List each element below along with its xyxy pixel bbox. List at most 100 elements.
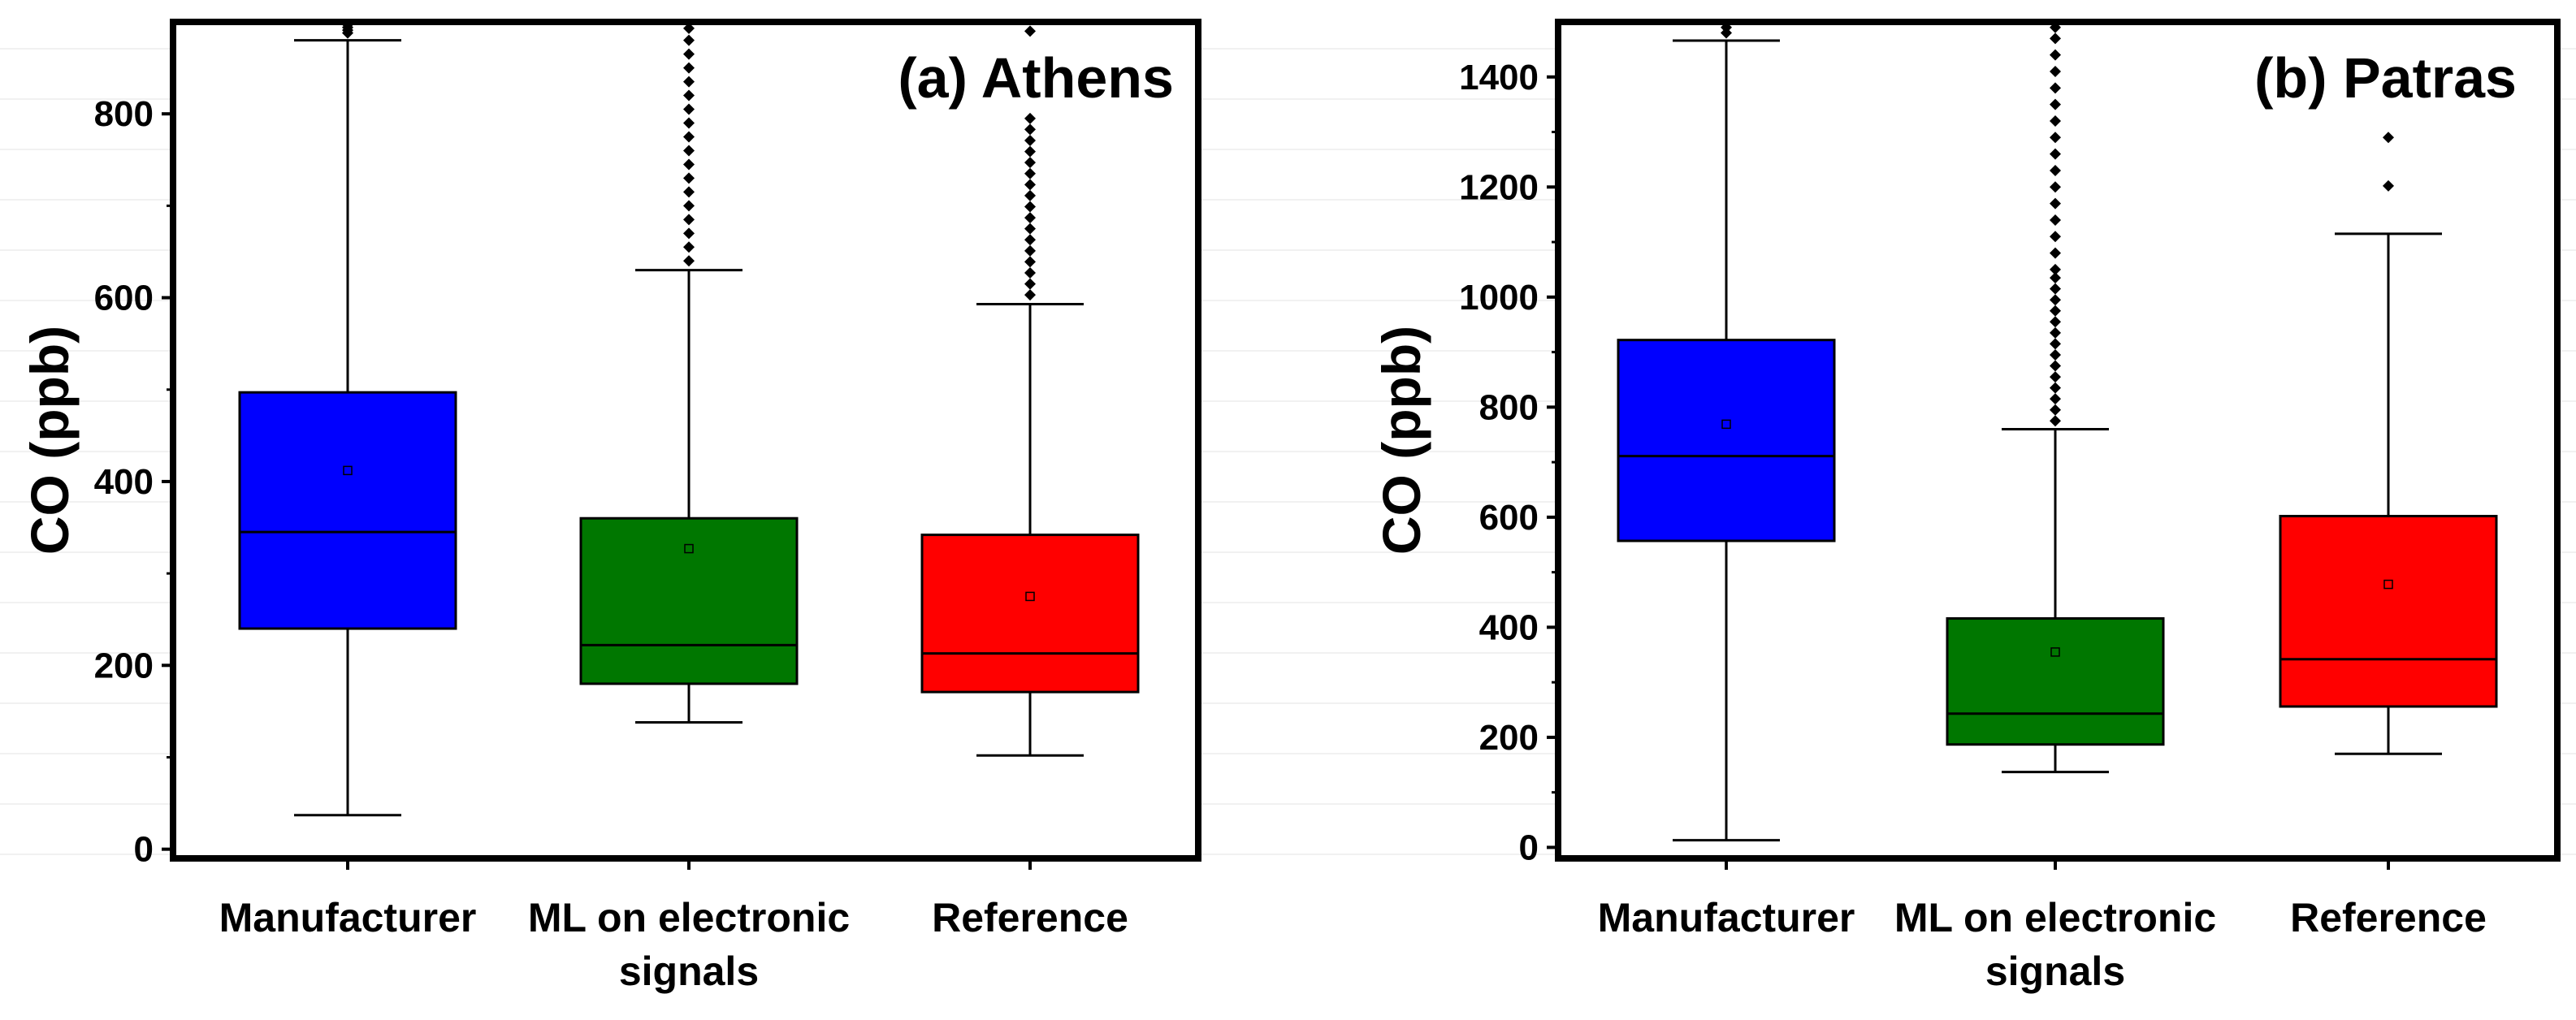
outlier-point [2050, 283, 2061, 295]
outlier-point [683, 158, 695, 171]
outlier-point [2050, 164, 2061, 176]
outlier-point [2050, 65, 2061, 77]
box-iqr [2279, 515, 2498, 708]
outlier-point [2050, 132, 2061, 144]
panel-title: (b) Patras [2254, 46, 2517, 110]
outlier-point [1024, 179, 1036, 191]
outlier-point [2050, 115, 2061, 127]
outlier-point [2050, 415, 2061, 427]
x-category-label-line: signals [1985, 949, 2125, 994]
outlier-point [683, 241, 695, 253]
outlier-point [683, 76, 695, 88]
outlier-point [1024, 135, 1036, 147]
box-ml-on-electronic-signals [579, 22, 799, 724]
outlier-point [2050, 305, 2061, 317]
y-tick-label: 400 [1479, 607, 1539, 647]
outlier-point [2050, 326, 2061, 339]
y-tick-label: 600 [1479, 498, 1539, 538]
outlier-point [2050, 181, 2061, 193]
box-iqr [238, 391, 457, 630]
outlier-point [683, 89, 695, 102]
x-category-label-line: ML on electronic [528, 895, 850, 940]
y-tick-label: 200 [94, 646, 154, 685]
outlier-point [2050, 98, 2061, 110]
y-tick-label: 200 [1479, 718, 1539, 758]
box-iqr [579, 516, 799, 685]
outlier-point [683, 22, 695, 34]
outlier-point [1024, 256, 1036, 268]
box-ml-on-electronic-signals [1946, 21, 2165, 774]
outlier-point [683, 117, 695, 129]
outlier-point [683, 131, 695, 143]
x-category-label: Manufacturer [219, 895, 477, 940]
outlier-point [683, 172, 695, 184]
outlier-point [2050, 393, 2061, 405]
outlier-point [683, 214, 695, 226]
outlier-point [2050, 197, 2061, 210]
mean-marker [684, 543, 694, 554]
outlier-point [2050, 272, 2061, 284]
box-iqr [1946, 617, 2165, 746]
x-category-label-line: Reference [2290, 895, 2487, 940]
outlier-point [2383, 179, 2394, 192]
outlier-point [683, 227, 695, 240]
y-tick-label: 1200 [1459, 167, 1539, 207]
box-iqr [920, 534, 1140, 694]
x-category-label-line: Reference [932, 895, 1128, 940]
outlier-point [2383, 132, 2394, 144]
outlier-point [2050, 82, 2061, 94]
outlier-point [1024, 244, 1036, 257]
outlier-point [2050, 294, 2061, 306]
plot-frame [1555, 19, 2561, 862]
outlier-point [2050, 247, 2061, 259]
mean-marker [1721, 419, 1731, 430]
outlier-point [1024, 25, 1036, 37]
y-tick-label: 0 [134, 830, 154, 870]
y-axis-title: CO (ppb) [1371, 326, 1431, 555]
box-reference [920, 25, 1140, 757]
mean-marker [343, 465, 353, 476]
y-tick-label: 0 [1519, 828, 1539, 867]
outlier-point [2050, 214, 2061, 226]
outlier-point [1024, 112, 1036, 124]
outlier-point [2050, 338, 2061, 350]
mean-marker [1025, 591, 1035, 602]
box-reference [2279, 132, 2498, 755]
outlier-point [683, 145, 695, 157]
outlier-point [1024, 189, 1036, 201]
outlier-point [2050, 360, 2061, 372]
outlier-point [2050, 382, 2061, 394]
outlier-point [2050, 49, 2061, 61]
outlier-point [683, 200, 695, 212]
x-category-label-line: Manufacturer [1598, 895, 1855, 940]
outlier-point [1024, 201, 1036, 213]
y-tick-label: 1000 [1459, 278, 1539, 318]
outlier-point [2050, 21, 2061, 33]
box-manufacturer [1617, 21, 1836, 842]
box-iqr [1617, 339, 1836, 542]
chart-panel-a: 0 200 400 600 800 Manufacturer ML on electroni… [19, 19, 1201, 994]
mean-marker [2383, 579, 2393, 590]
outlier-point [1024, 123, 1036, 136]
x-category-label: Reference [932, 895, 1128, 940]
outlier-point [2050, 148, 2061, 160]
x-category-label: Reference [2290, 895, 2487, 940]
outlier-point [2050, 404, 2061, 416]
outlier-point [683, 255, 695, 267]
outlier-point [2050, 32, 2061, 45]
outlier-point [683, 62, 695, 74]
y-tick-label: 600 [94, 279, 154, 318]
outlier-point [1024, 167, 1036, 179]
x-category-label-line: signals [619, 949, 759, 994]
outlier-point [1721, 21, 1732, 33]
y-tick-label: 400 [94, 462, 154, 502]
y-tick-label: 800 [94, 94, 154, 134]
y-tick-label: 800 [1479, 387, 1539, 427]
plot-frame [170, 19, 1201, 862]
outlier-point [1024, 212, 1036, 224]
x-category-label: Manufacturer [1598, 895, 1855, 940]
outlier-point [683, 103, 695, 115]
x-category-label: ML on electronic signals [1894, 895, 2216, 994]
outlier-point [2050, 231, 2061, 243]
